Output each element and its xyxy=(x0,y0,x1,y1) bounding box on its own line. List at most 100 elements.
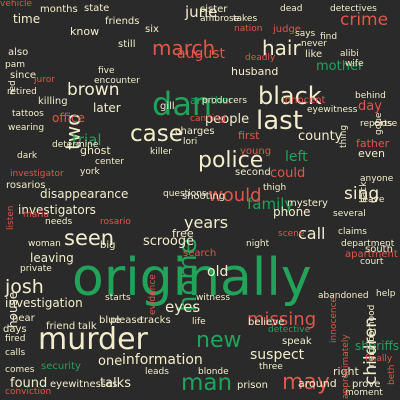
word-charges: charges xyxy=(175,126,215,137)
word-nation: nation xyxy=(234,24,263,34)
word-talk: talk xyxy=(78,321,97,332)
word-fired: fired xyxy=(5,334,26,344)
word-never: never xyxy=(301,39,327,49)
word-day: day xyxy=(358,99,382,114)
word-family: family xyxy=(247,195,294,213)
word-like: like xyxy=(305,49,323,60)
word-husband: husband xyxy=(231,65,279,78)
word-dan: dan xyxy=(152,85,213,123)
word-sing: sing xyxy=(344,184,380,204)
word-detectives: detectives xyxy=(330,4,377,14)
word-could: could xyxy=(270,166,306,181)
word-crime: crime xyxy=(340,10,389,30)
word-scene: scene xyxy=(278,229,305,239)
word-investigation: investigation xyxy=(5,296,83,310)
word-witness: witness xyxy=(196,293,231,303)
word-sheriffs: sheriffs xyxy=(355,339,400,353)
word-killing: killing xyxy=(38,96,68,107)
word-first: first xyxy=(238,129,260,142)
word-woman: woman xyxy=(28,239,61,249)
word-second: second xyxy=(235,167,271,178)
word-another: another xyxy=(190,94,234,107)
word-know: know xyxy=(70,25,100,38)
word-deadly: deadly xyxy=(245,53,276,63)
word-reports: reports xyxy=(360,119,393,129)
word-detective: detective xyxy=(268,325,311,335)
word-suspect: suspect xyxy=(250,347,305,363)
word-eyes: eyes xyxy=(165,298,201,316)
word-right: right xyxy=(333,365,359,378)
word-speak: speak xyxy=(282,336,312,347)
word-investigators: investigators xyxy=(18,203,96,217)
word-innocence: innocence xyxy=(329,296,339,343)
word-york: york xyxy=(80,167,100,177)
word-august: august xyxy=(177,46,225,62)
word-back: back xyxy=(359,181,369,203)
word-red: red xyxy=(8,80,18,95)
word-missing: missing xyxy=(247,309,317,330)
word-six: six xyxy=(145,24,159,35)
word-information: information xyxy=(122,352,203,368)
word-pam: pam xyxy=(5,60,25,70)
word-anyone: anyone xyxy=(360,174,394,184)
word-around: around xyxy=(298,377,337,390)
word-abandoned: abandoned xyxy=(318,291,369,301)
word-josh: josh xyxy=(5,276,44,298)
word-starts: starts xyxy=(105,293,131,303)
word-says: says xyxy=(295,29,316,39)
word-find: find xyxy=(320,32,338,42)
word-south: south xyxy=(365,244,393,255)
word-big: big xyxy=(100,240,116,251)
word-needs: needs xyxy=(45,217,73,227)
word-black: black xyxy=(258,82,322,110)
word-center: center xyxy=(95,157,124,167)
word-eyewitness: eyewitness xyxy=(307,105,358,115)
word-comes: comes xyxy=(5,365,35,375)
word-lori: lori xyxy=(183,137,198,147)
word-behind: behind xyxy=(355,91,386,101)
word-time: time xyxy=(13,12,41,26)
word-later: later xyxy=(93,101,121,115)
word-search: search xyxy=(183,248,217,259)
word-still: still xyxy=(118,39,136,50)
word-rosarios: rosarios xyxy=(6,180,46,191)
word-leaving: leaving xyxy=(30,251,74,265)
word-young: young xyxy=(240,146,272,157)
word-mystery: mystery xyxy=(287,198,328,209)
word-disappearance: disappearance xyxy=(40,187,129,201)
word-canning: canning xyxy=(190,114,226,124)
word-blonde: blonde xyxy=(198,367,229,377)
word-retired: retired xyxy=(7,87,37,97)
word-office: office xyxy=(52,111,85,125)
word-months: months xyxy=(40,4,78,15)
word-calls: calls xyxy=(5,348,26,358)
word-thigh: thigh xyxy=(263,183,287,193)
word-beth: beth xyxy=(387,364,397,385)
word-people: people xyxy=(205,112,250,127)
word-killer: killer xyxy=(150,147,172,157)
word-dead: dead xyxy=(280,4,303,14)
word-june: june xyxy=(185,3,218,21)
word-sister: sister xyxy=(200,4,228,15)
word-march: march xyxy=(152,36,216,60)
word-finally: finally xyxy=(365,354,393,364)
word-vehicle: vehicle xyxy=(0,0,33,9)
word-trial: trial xyxy=(72,131,102,149)
word-producers: producers xyxy=(202,96,248,106)
word-encounter: encounter xyxy=(94,76,140,86)
word-ghost: ghost xyxy=(80,144,111,157)
word-takes: takes xyxy=(233,14,258,24)
word-friends: friends xyxy=(105,16,140,27)
word-scrooge: scrooge xyxy=(143,234,195,249)
word-state: state xyxy=(84,3,110,14)
word-approximately: approximately xyxy=(341,334,351,399)
word-police: police xyxy=(198,148,264,173)
word-call: call xyxy=(298,224,326,243)
word-night: night xyxy=(246,239,270,249)
word-even: even xyxy=(358,147,386,160)
word-three: three xyxy=(259,362,283,372)
word-left: left xyxy=(285,149,308,165)
word-leads: leads xyxy=(145,367,169,377)
word-friend: friend xyxy=(46,321,76,332)
